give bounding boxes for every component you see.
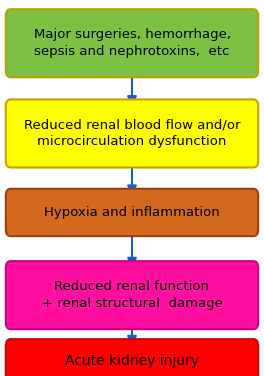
Text: Reduced renal function
+ renal structural  damage: Reduced renal function + renal structura…: [41, 280, 223, 310]
Text: Hypoxia and inflammation: Hypoxia and inflammation: [44, 206, 220, 219]
FancyBboxPatch shape: [6, 189, 258, 236]
FancyBboxPatch shape: [6, 9, 258, 77]
FancyBboxPatch shape: [6, 261, 258, 329]
Text: Major surgeries, hemorrhage,
sepsis and nephrotoxins,  etc: Major surgeries, hemorrhage, sepsis and …: [34, 28, 230, 58]
FancyBboxPatch shape: [6, 100, 258, 168]
FancyBboxPatch shape: [6, 339, 258, 376]
Text: Reduced renal blood flow and/or
microcirculation dysfunction: Reduced renal blood flow and/or microcir…: [24, 118, 240, 149]
Text: Acute kidney injury: Acute kidney injury: [65, 354, 199, 368]
